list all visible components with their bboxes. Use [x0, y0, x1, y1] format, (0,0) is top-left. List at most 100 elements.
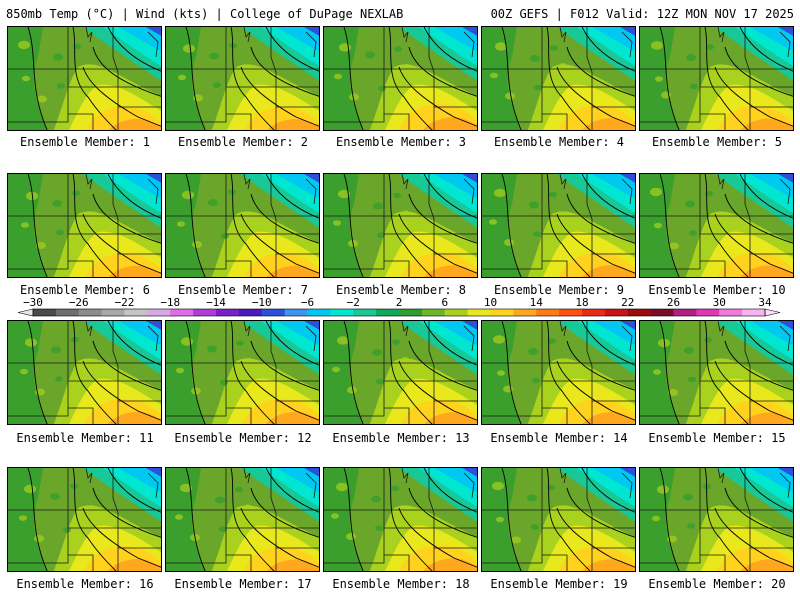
colorbar-swatch: [650, 309, 674, 316]
colorbar-outline: [32, 308, 766, 317]
temperature-map-graphic: [640, 321, 793, 424]
colorbar-swatch: [604, 309, 629, 316]
colorbar-swatch: [193, 309, 217, 316]
ensemble-member-map: [481, 320, 636, 425]
ensemble-member-map: [323, 320, 478, 425]
colorbar-swatch: [399, 309, 423, 316]
temperature-map-graphic: [166, 27, 319, 130]
colorbar-tick-label: 2: [396, 296, 403, 309]
colorbar-swatch: [467, 309, 491, 316]
colorbar-swatch: [55, 309, 80, 316]
colorbar-tick-label: −2: [347, 296, 360, 309]
ensemble-member-map: [639, 26, 794, 131]
colorbar-swatch: [307, 309, 331, 316]
colorbar-swatch: [147, 309, 171, 316]
colorbar-swatch: [627, 309, 652, 316]
colorbar-tick-label: −26: [69, 296, 89, 309]
ensemble-member-label: Ensemble Member: 1: [19, 135, 151, 149]
temperature-map-graphic: [482, 27, 635, 130]
colorbar-swatch: [330, 309, 354, 316]
colorbar-tick-label: −6: [301, 296, 314, 309]
temperature-map-graphic: [482, 174, 635, 277]
colorbar-swatch: [101, 309, 125, 316]
colorbar-swatch: [559, 309, 583, 316]
ensemble-member-map: [481, 26, 636, 131]
colorbar-tick-label: 22: [621, 296, 634, 309]
ensemble-member-label: Ensemble Member: 11: [16, 431, 154, 445]
colorbar-tick-label: 18: [575, 296, 588, 309]
ensemble-member-label: Ensemble Member: 2: [177, 135, 309, 149]
ensemble-member-map: [481, 467, 636, 572]
colorbar-tick-label: 10: [484, 296, 497, 309]
temperature-map-graphic: [166, 468, 319, 571]
temperature-map-graphic: [640, 174, 793, 277]
colorbar-swatch: [170, 309, 194, 316]
colorbar-swatch: [673, 309, 697, 316]
ensemble-member-label: Ensemble Member: 12: [174, 431, 312, 445]
ensemble-member-label: Ensemble Member: 16: [16, 577, 154, 591]
ensemble-member-map: [323, 173, 478, 278]
header-valid-time: 00Z GEFS | F012 Valid: 12Z MON NOV 17 20…: [490, 7, 794, 21]
colorbar-swatch: [124, 309, 148, 316]
colorbar-tick-label: 6: [441, 296, 448, 309]
colorbar-swatch: [261, 309, 286, 316]
colorbar-swatch: [353, 309, 377, 316]
colorbar-swatch: [490, 309, 514, 316]
ensemble-member-map: [323, 26, 478, 131]
ensemble-member-map: [481, 173, 636, 278]
header-title: 850mb Temp (°C) | Wind (kts) | College o…: [6, 7, 404, 21]
colorbar-swatch: [696, 309, 720, 316]
colorbar-tick-label: 26: [667, 296, 680, 309]
temperature-map-graphic: [324, 468, 477, 571]
ensemble-member-map: [7, 320, 162, 425]
ensemble-member-label: Ensemble Member: 13: [332, 431, 470, 445]
temperature-map-graphic: [324, 27, 477, 130]
temperature-map-graphic: [8, 468, 161, 571]
ensemble-member-map: [639, 467, 794, 572]
ensemble-member-label: Ensemble Member: 18: [332, 577, 470, 591]
colorbar-swatch: [536, 309, 560, 316]
ensemble-member-label: Ensemble Member: 9: [493, 283, 625, 297]
colorbar-tick-label: −10: [252, 296, 272, 309]
colorbar-swatch: [216, 309, 240, 316]
ensemble-member-map: [7, 26, 162, 131]
temperature-map-graphic: [166, 174, 319, 277]
colorbar-swatch: [582, 309, 606, 316]
ensemble-member-label: Ensemble Member: 8: [335, 283, 467, 297]
colorbar-swatch: [421, 309, 446, 316]
ensemble-member-label: Ensemble Member: 17: [174, 577, 312, 591]
colorbar-swatch: [284, 309, 308, 316]
ensemble-member-label: Ensemble Member: 7: [177, 283, 309, 297]
colorbar-tick-label: 34: [758, 296, 772, 309]
temperature-map-graphic: [324, 174, 477, 277]
colorbar-tick-label: −30: [23, 296, 43, 309]
colorbar-right-arrow: [764, 308, 781, 317]
ensemble-member-label: Ensemble Member: 19: [490, 577, 628, 591]
colorbar-swatch: [238, 309, 263, 316]
ensemble-member-map: [323, 467, 478, 572]
colorbar-tick-label: −18: [160, 296, 180, 309]
ensemble-member-map: [165, 26, 320, 131]
colorbar-swatch: [719, 309, 743, 316]
colorbar-swatch: [33, 309, 57, 316]
temperature-map-graphic: [8, 27, 161, 130]
colorbar-tick-label: −22: [115, 296, 135, 309]
ensemble-member-label: Ensemble Member: 10: [648, 283, 786, 297]
ensemble-member-label: Ensemble Member: 14: [490, 431, 628, 445]
ensemble-member-map: [165, 173, 320, 278]
temperature-colorbar: −30−26−22−18−14−10−6−2261014182226303438…: [17, 296, 781, 317]
temperature-map-graphic: [8, 174, 161, 277]
ensemble-member-map: [639, 173, 794, 278]
ensemble-member-label: Ensemble Member: 15: [648, 431, 786, 445]
ensemble-member-label: Ensemble Member: 3: [335, 135, 467, 149]
ensemble-member-map: [639, 320, 794, 425]
colorbar-tick-label: 14: [530, 296, 544, 309]
ensemble-member-map: [165, 467, 320, 572]
ensemble-member-label: Ensemble Member: 4: [493, 135, 625, 149]
colorbar-swatch: [742, 309, 766, 316]
temperature-map-graphic: [324, 321, 477, 424]
colorbar-left-arrow: [17, 308, 34, 317]
temperature-map-graphic: [482, 321, 635, 424]
colorbar-swatch: [376, 309, 400, 316]
temperature-map-graphic: [166, 321, 319, 424]
